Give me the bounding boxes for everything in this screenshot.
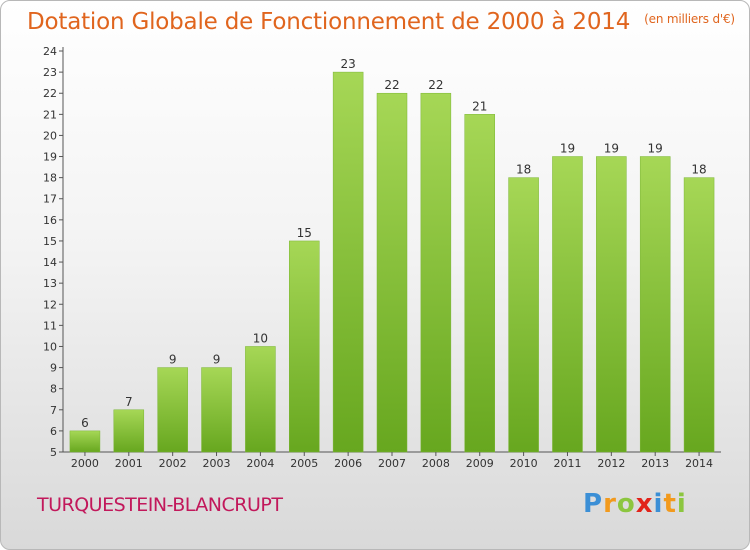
bar-value-label: 19 — [560, 142, 575, 156]
bar-value-label: 22 — [428, 78, 443, 92]
y-tick-label: 24 — [43, 45, 57, 58]
y-tick-label: 17 — [43, 193, 57, 206]
logo-letter: P — [583, 489, 604, 519]
bar-value-label: 9 — [213, 353, 221, 367]
bar-value-label: 7 — [125, 395, 133, 409]
logo-letter: o — [616, 489, 636, 519]
x-tick-label: 2009 — [466, 457, 494, 470]
y-tick-label: 21 — [43, 108, 57, 121]
bar — [639, 156, 671, 453]
x-tick-label: 2014 — [685, 457, 713, 470]
bar-value-label: 18 — [691, 163, 706, 177]
x-tick-label: 2011 — [553, 457, 581, 470]
x-tick-label: 2000 — [71, 457, 99, 470]
bar-value-label: 9 — [169, 353, 177, 367]
y-tick-label: 7 — [50, 404, 57, 417]
title-text: Dotation Globale de Fonctionnement de 20… — [27, 9, 631, 35]
y-tick-label: 19 — [43, 151, 57, 164]
logo-letter: t — [663, 489, 677, 519]
logo-letter: i — [653, 489, 664, 519]
chart-title: Dotation Globale de Fonctionnement de 20… — [27, 9, 735, 35]
bar — [552, 156, 583, 453]
bar — [113, 409, 145, 453]
bar — [508, 177, 539, 453]
x-tick-label: 2008 — [422, 457, 450, 470]
y-tick-label: 23 — [43, 66, 57, 79]
bar-value-label: 6 — [81, 416, 89, 430]
bar-value-label: 19 — [648, 142, 663, 156]
proxiti-logo[interactable]: Proxiti — [583, 489, 687, 519]
y-tick-label: 11 — [43, 319, 57, 332]
y-tick-label: 15 — [43, 235, 57, 248]
x-tick-label: 2002 — [159, 457, 187, 470]
bar-value-label: 21 — [472, 99, 487, 113]
bar — [201, 367, 232, 453]
x-tick-label: 2007 — [378, 457, 406, 470]
y-tick-label: 8 — [50, 383, 57, 396]
bar-value-label: 18 — [516, 163, 531, 177]
bar-value-label: 15 — [297, 226, 312, 240]
bar — [376, 92, 408, 453]
x-tick-label: 2010 — [510, 457, 538, 470]
y-tick-label: 5 — [50, 446, 57, 459]
logo-letter: r — [603, 489, 617, 519]
bar — [289, 240, 320, 453]
y-tick-label: 12 — [43, 298, 57, 311]
bar — [332, 71, 364, 453]
x-tick-label: 2001 — [115, 457, 143, 470]
bar-value-label: 10 — [253, 331, 268, 345]
bar — [69, 430, 101, 453]
bar-value-label: 22 — [384, 78, 399, 92]
bar — [683, 177, 715, 453]
unit-label: (en milliers d'€) — [644, 12, 735, 26]
y-tick-label: 13 — [43, 277, 57, 290]
bar — [157, 367, 188, 453]
logo-letter: x — [635, 489, 654, 519]
bar — [464, 114, 495, 453]
y-tick-label: 6 — [50, 425, 57, 438]
y-tick-label: 9 — [50, 362, 57, 375]
bar-value-label: 23 — [340, 57, 355, 71]
bar-value-label: 19 — [604, 142, 619, 156]
y-tick-label: 22 — [43, 87, 57, 100]
y-tick-label: 10 — [43, 340, 57, 353]
bar — [420, 92, 452, 453]
x-tick-label: 2003 — [203, 457, 231, 470]
x-tick-label: 2005 — [290, 457, 318, 470]
bar — [596, 156, 627, 453]
x-tick-label: 2006 — [334, 457, 362, 470]
commune-name: TURQUESTEIN-BLANCRUPT — [37, 494, 283, 516]
y-tick-label: 16 — [43, 214, 57, 227]
bar — [245, 346, 276, 453]
x-tick-label: 2004 — [246, 457, 274, 470]
x-tick-label: 2012 — [597, 457, 625, 470]
y-tick-label: 14 — [43, 256, 57, 269]
y-tick-label: 20 — [43, 129, 57, 142]
logo-letter: i — [676, 489, 687, 519]
x-tick-label: 2013 — [641, 457, 669, 470]
y-tick-label: 18 — [43, 172, 57, 185]
